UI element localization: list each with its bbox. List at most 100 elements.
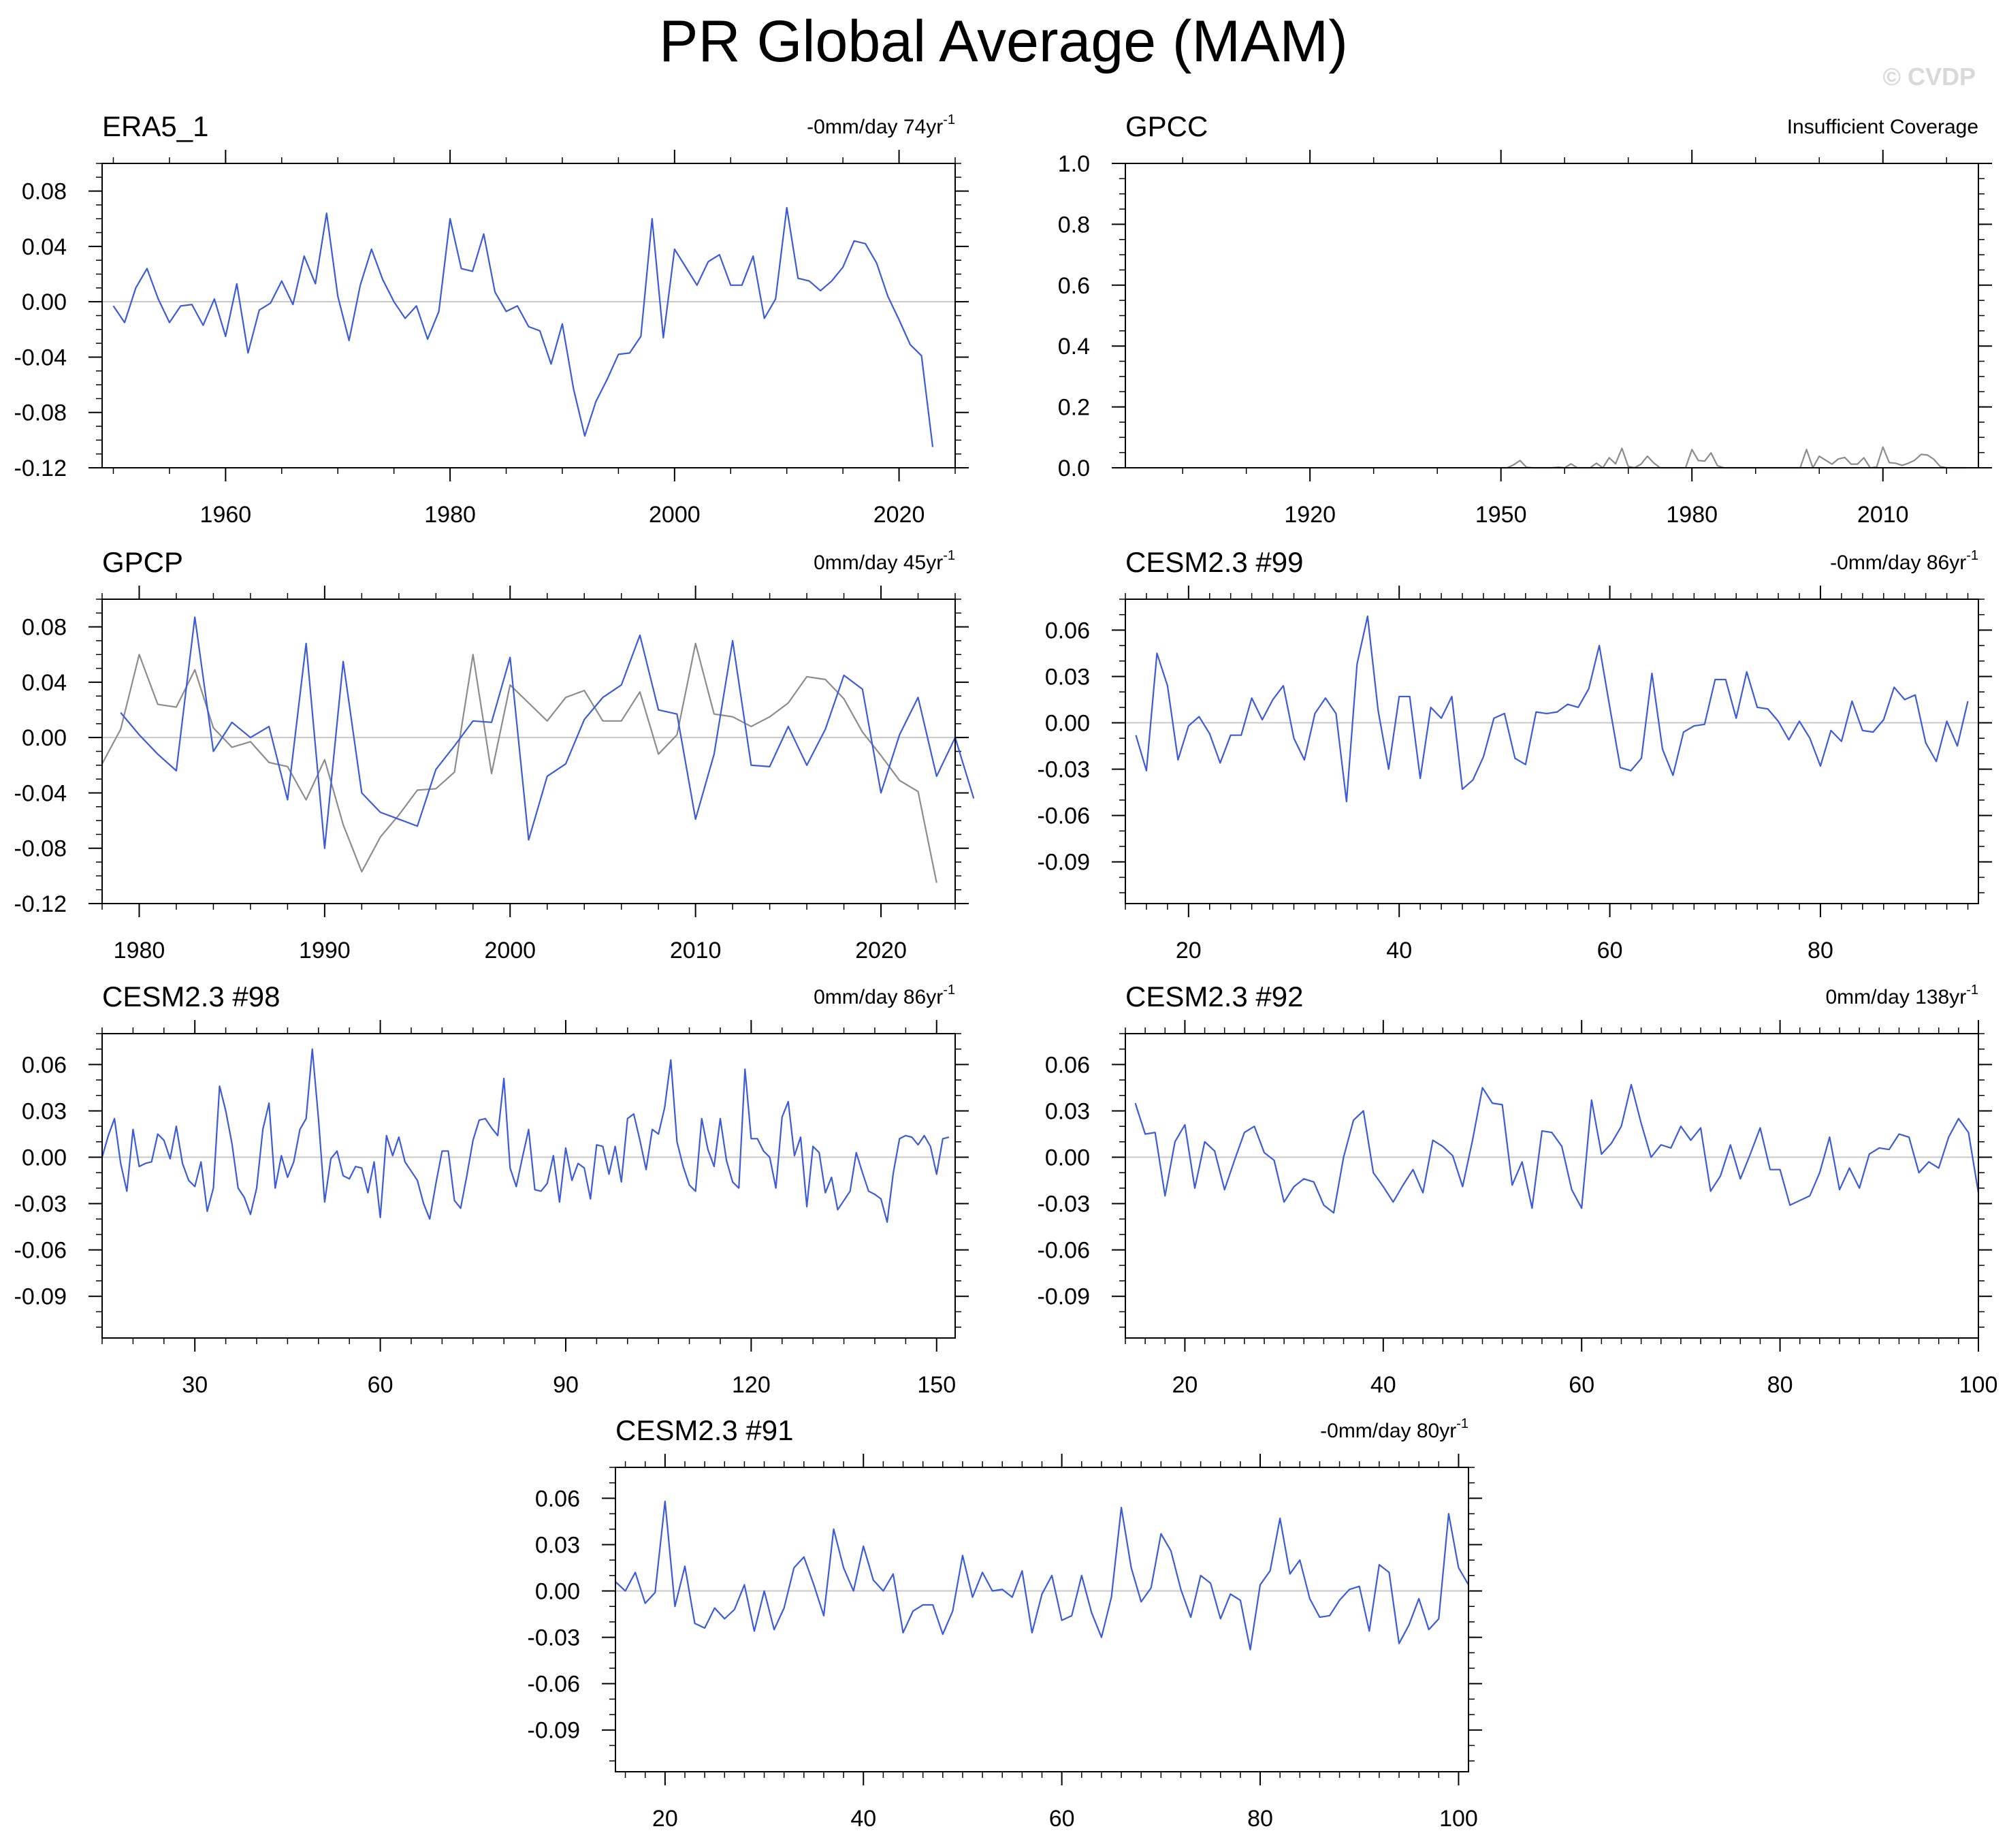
panel-annotation: -0mm/day 74yr-1 — [807, 112, 955, 138]
x-tick-label: 1990 — [299, 938, 351, 963]
minor-ticks — [96, 157, 961, 474]
x-tick-label: 60 — [1049, 1806, 1075, 1832]
y-tick-label: -0.06 — [1038, 803, 1091, 829]
x-tick-label: 2000 — [484, 938, 536, 963]
series-line-gpcp — [120, 616, 975, 849]
y-tick-label: 0.04 — [22, 670, 67, 696]
panel-annotation: Insufficient Coverage — [1787, 116, 1978, 138]
panel-annotation: 0mm/day 138yr-1 — [1825, 983, 1978, 1008]
y-tick-label: 0.06 — [1045, 618, 1090, 643]
y-tick-label: -0.09 — [528, 1718, 581, 1744]
annotation-text: Insufficient Coverage — [1787, 116, 1978, 138]
x-tick-label: 20 — [652, 1806, 678, 1832]
panel-title: CESM2.3 #91 — [615, 1414, 793, 1446]
plot-frame — [101, 163, 956, 468]
y-tick-label: 0.00 — [535, 1579, 580, 1605]
panel-title: CESM2.3 #99 — [1125, 546, 1303, 578]
y-tick-label: 0.06 — [1045, 1052, 1090, 1078]
y-tick-label: -0.04 — [14, 345, 67, 370]
x-tick-label: 40 — [1370, 1372, 1396, 1398]
series-line-era5-1 — [112, 206, 934, 447]
series-line-cesm2-3-92 — [1134, 1083, 1980, 1214]
y-tick-label: -0.12 — [14, 891, 67, 917]
annotation-superscript: -1 — [943, 548, 955, 563]
x-tick-label: 80 — [1808, 938, 1833, 963]
y-tick-label: 0.2 — [1058, 395, 1090, 421]
minor-ticks — [96, 1027, 961, 1344]
y-tick-label: -0.08 — [14, 836, 67, 862]
annotation-superscript: -1 — [943, 983, 955, 998]
x-tick-label: 1980 — [1666, 502, 1718, 528]
x-tick-label: 1950 — [1475, 502, 1527, 528]
x-tick-label: 60 — [368, 1372, 394, 1398]
minor-ticks — [1119, 157, 1985, 474]
plot-frame — [1125, 599, 1979, 904]
x-tick-label: 40 — [850, 1806, 876, 1832]
x-tick-label: 2020 — [855, 938, 907, 963]
panel-annotation: -0mm/day 86yr-1 — [1830, 548, 1978, 574]
panel-title: CESM2.3 #92 — [1125, 981, 1303, 1013]
y-tick-label: 0.03 — [1045, 1098, 1090, 1124]
annotation-text: -0mm/day 74yr — [807, 116, 943, 138]
series-line-cesm2-3-91 — [615, 1500, 1469, 1651]
plot-frame — [1125, 1033, 1979, 1339]
annotation-text: 0mm/day 86yr — [814, 986, 943, 1008]
minor-ticks — [609, 1461, 1475, 1778]
y-tick-label: 0.0 — [1058, 456, 1090, 481]
y-tick-label: 0.08 — [22, 615, 67, 641]
panel-annotation: -0mm/day 80yr-1 — [1320, 1416, 1468, 1442]
series-line-cesm2-3-99 — [1135, 615, 1969, 803]
annotation-superscript: -1 — [1966, 983, 1978, 998]
x-tick-label: 60 — [1569, 1372, 1594, 1398]
y-tick-label: 0.00 — [22, 289, 67, 315]
x-tick-label: 100 — [1439, 1806, 1478, 1832]
x-tick-label: 30 — [182, 1372, 208, 1398]
y-tick-label: 0.06 — [535, 1486, 580, 1512]
x-tick-label: 2010 — [670, 938, 722, 963]
y-tick-label: -0.03 — [1038, 757, 1091, 783]
y-tick-label: -0.09 — [1038, 1284, 1091, 1310]
plot-frame — [615, 1467, 1469, 1772]
y-tick-label: -0.09 — [14, 1284, 67, 1310]
x-tick-label: 100 — [1959, 1372, 1998, 1398]
y-tick-label: 0.03 — [1045, 664, 1090, 690]
y-tick-label: 0.8 — [1058, 212, 1090, 238]
watermark: © CVDP — [1882, 63, 1976, 91]
series-line-era5-1 — [101, 642, 937, 883]
x-tick-label: 120 — [732, 1372, 771, 1398]
x-tick-label: 2020 — [873, 502, 925, 528]
panel-title: CESM2.3 #98 — [102, 981, 280, 1013]
x-tick-label: 150 — [917, 1372, 956, 1398]
y-tick-label: -0.06 — [1038, 1238, 1091, 1264]
plot-frame — [1125, 163, 1979, 468]
annotation-superscript: -1 — [1966, 548, 1978, 563]
series-line-era5-1 — [1500, 446, 1966, 469]
x-tick-label: 1960 — [200, 502, 252, 528]
panel-annotation: 0mm/day 86yr-1 — [814, 983, 955, 1008]
x-tick-label: 20 — [1176, 938, 1202, 963]
y-tick-label: -0.03 — [14, 1192, 67, 1217]
y-tick-label: 0.00 — [22, 1145, 67, 1171]
page-title: PR Global Average (MAM) — [659, 9, 1348, 74]
y-tick-label: 0.00 — [22, 725, 67, 751]
x-tick-label: 1980 — [424, 502, 476, 528]
y-tick-label: -0.06 — [528, 1672, 581, 1698]
y-tick-label: 0.6 — [1058, 273, 1090, 299]
x-tick-label: 90 — [553, 1372, 579, 1398]
panel-cesm99: 20 40 60 80 0.06 0.03 0.00 -0.03 -0.06 -0.09 CESM2… — [1038, 546, 1992, 963]
plot-frame — [101, 1033, 956, 1339]
minor-ticks — [1119, 593, 1985, 910]
panel-title: ERA5_1 — [102, 110, 208, 142]
x-tick-label: 60 — [1597, 938, 1623, 963]
x-tick-label: 80 — [1767, 1372, 1793, 1398]
x-tick-label: 1980 — [114, 938, 165, 963]
y-tick-label: 0.4 — [1058, 334, 1090, 360]
y-tick-label: 0.00 — [1045, 711, 1090, 737]
y-tick-label: 0.03 — [22, 1098, 67, 1124]
annotation-text: -0mm/day 80yr — [1320, 1420, 1456, 1442]
y-tick-label: 0.00 — [1045, 1145, 1090, 1171]
y-tick-label: -0.12 — [14, 456, 67, 481]
y-tick-label: -0.09 — [1038, 850, 1091, 876]
panel-gpcp: 1980 1990 2000 2010 2020 0.08 0.04 0.00 -0.04 -0.… — [14, 546, 975, 963]
